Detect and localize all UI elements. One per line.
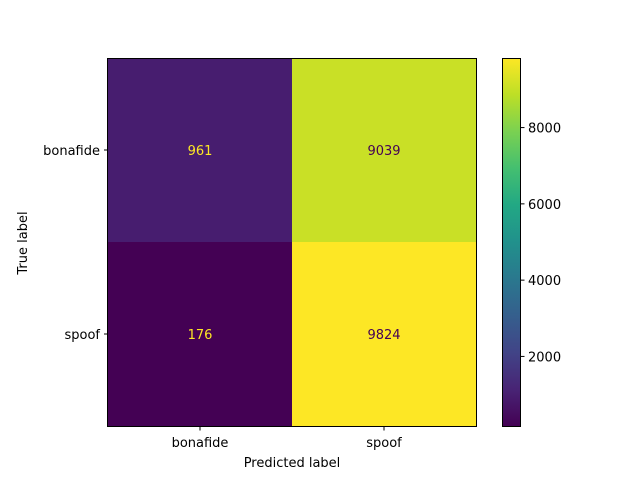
heatmap-cell [108, 242, 293, 427]
cell-value-label: 176 [188, 328, 213, 343]
cell-value-labels: 961 9039 176 9824 [188, 144, 401, 343]
cell-value-label: 961 [188, 144, 213, 159]
heatmap-cell [292, 242, 477, 427]
colorbar-frame [502, 58, 521, 427]
x-tick-label: spoof [366, 436, 402, 451]
colorbar-tick-label: 6000 [528, 198, 561, 213]
colorbar-tick-label: 4000 [528, 274, 561, 289]
x-tick-label: bonafide [172, 436, 229, 451]
y-axis-ticks: bonafide spoof [43, 144, 108, 343]
y-axis-label: True label [16, 211, 31, 275]
y-tick-label: bonafide [43, 144, 100, 159]
y-tick-label: spoof [64, 328, 100, 343]
heatmap-cell [108, 58, 293, 243]
colorbar-ticks: 2000 4000 6000 8000 [520, 122, 561, 365]
x-axis-ticks: bonafide spoof [172, 426, 402, 451]
cell-value-label: 9824 [367, 328, 400, 343]
heatmap-cell [292, 58, 477, 243]
colorbar-tick-label: 8000 [528, 122, 561, 137]
plot-frame [107, 58, 477, 427]
x-axis-label: Predicted label [244, 456, 341, 471]
heatmap-cells [108, 58, 477, 427]
cell-value-label: 9039 [367, 144, 400, 159]
colorbar-tick-label: 2000 [528, 350, 561, 365]
colorbar [502, 58, 520, 426]
